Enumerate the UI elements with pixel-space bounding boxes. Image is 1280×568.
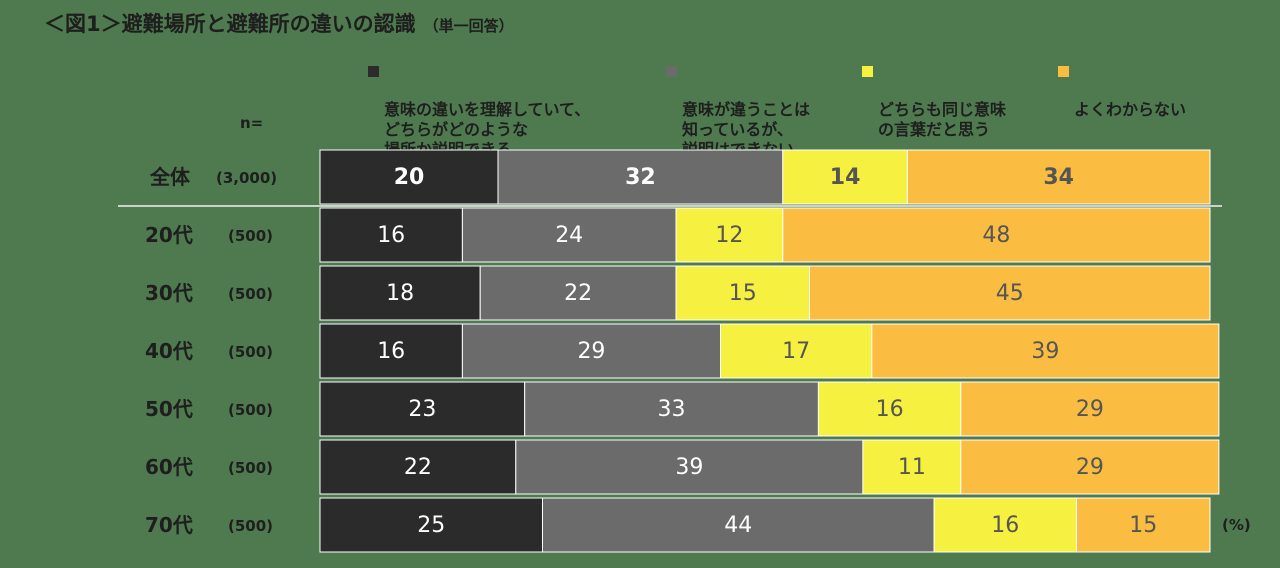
- legend-item-4: よくわからない: [1058, 60, 1186, 140]
- row-label-4: 50代: [145, 397, 193, 421]
- bar-label-6-3: 15: [1129, 513, 1157, 538]
- bar-label-5-2: 11: [898, 455, 926, 480]
- bar-label-0-0: 20: [394, 165, 425, 190]
- bar-3-1: [461, 323, 721, 379]
- legend-swatch-1: [368, 66, 379, 77]
- bar-label-1-1: 24: [555, 223, 583, 248]
- bar-3-0: [319, 323, 463, 379]
- bar-label-5-3: 29: [1076, 455, 1104, 480]
- bar-1-1: [461, 207, 677, 263]
- bar-label-0-1: 32: [625, 165, 656, 190]
- row-n-4: (500): [228, 401, 273, 419]
- n-header: n=: [240, 114, 264, 132]
- bar-label-4-0: 23: [408, 397, 436, 422]
- total-separator-line: [118, 205, 1222, 207]
- bar-label-5-0: 22: [404, 455, 432, 480]
- bar-label-5-1: 39: [675, 455, 703, 480]
- row-n-3: (500): [228, 343, 273, 361]
- bar-1-0: [319, 207, 463, 263]
- bar-2-1: [479, 265, 677, 321]
- bar-label-0-3: 34: [1043, 165, 1074, 190]
- legend-swatch-4: [1058, 66, 1069, 77]
- bar-label-3-2: 17: [782, 339, 810, 364]
- bar-label-6-0: 25: [417, 513, 445, 538]
- bar-3-2: [720, 323, 873, 379]
- bar-4-0: [319, 381, 526, 437]
- row-label-5: 60代: [145, 455, 193, 479]
- row-label-1: 20代: [145, 223, 193, 247]
- bar-6-1: [542, 497, 935, 553]
- legend-label-4: よくわからない: [1074, 100, 1187, 119]
- bar-label-1-3: 48: [982, 223, 1010, 248]
- legend-label-3: どちらも同じ意味 の言葉だと思う: [878, 100, 1007, 139]
- bar-5-3: [960, 439, 1220, 495]
- bar-label-3-1: 29: [577, 339, 605, 364]
- bar-label-3-0: 16: [377, 339, 405, 364]
- bar-label-4-3: 29: [1076, 397, 1104, 422]
- bar-6-3: [1076, 497, 1211, 553]
- bar-2-0: [319, 265, 481, 321]
- bar-label-4-1: 33: [658, 397, 686, 422]
- bar-label-2-0: 18: [386, 281, 414, 306]
- bar-label-2-3: 45: [996, 281, 1024, 306]
- bar-label-2-2: 15: [729, 281, 757, 306]
- bar-6-0: [319, 497, 543, 553]
- row-n-2: (500): [228, 285, 273, 303]
- bar-1-2: [675, 207, 784, 263]
- bar-2-2: [675, 265, 810, 321]
- bar-label-4-2: 16: [876, 397, 904, 422]
- bar-2-3: [809, 265, 1211, 321]
- bar-4-1: [524, 381, 819, 437]
- chart-title-sub: （単一回答）: [423, 17, 514, 35]
- row-label-2: 30代: [145, 281, 193, 305]
- bar-0-3: [906, 149, 1211, 205]
- row-label-6: 70代: [145, 513, 193, 537]
- row-n-0: (3,000): [216, 169, 277, 187]
- row-label-3: 40代: [145, 339, 193, 363]
- unit-label: (%): [1222, 516, 1251, 534]
- chart-title: ＜図1＞避難場所と避難所の違いの認識 （単一回答）: [44, 8, 514, 38]
- row-n-1: (500): [228, 227, 273, 245]
- bar-4-2: [817, 381, 962, 437]
- bar-0-2: [782, 149, 908, 205]
- bar-label-1-2: 12: [715, 223, 743, 248]
- bar-label-0-2: 14: [830, 165, 861, 190]
- bar-5-0: [319, 439, 517, 495]
- legend-item-3: どちらも同じ意味 の言葉だと思う: [862, 60, 1006, 160]
- bar-label-6-1: 44: [724, 513, 752, 538]
- bar-label-3-3: 39: [1031, 339, 1059, 364]
- row-n-5: (500): [228, 459, 273, 477]
- bar-0-1: [497, 149, 784, 205]
- legend-swatch-3: [862, 66, 873, 77]
- bar-label-2-1: 22: [564, 281, 592, 306]
- row-label-0: 全体: [149, 165, 191, 189]
- bar-3-3: [871, 323, 1220, 379]
- bar-label-1-0: 16: [377, 223, 405, 248]
- row-n-6: (500): [228, 517, 273, 535]
- bar-4-3: [960, 381, 1220, 437]
- legend-swatch-2: [666, 66, 677, 77]
- chart-title-main: ＜図1＞避難場所と避難所の違いの認識: [44, 12, 416, 36]
- bar-label-6-2: 16: [991, 513, 1019, 538]
- bar-1-3: [782, 207, 1211, 263]
- bar-0-0: [319, 149, 499, 205]
